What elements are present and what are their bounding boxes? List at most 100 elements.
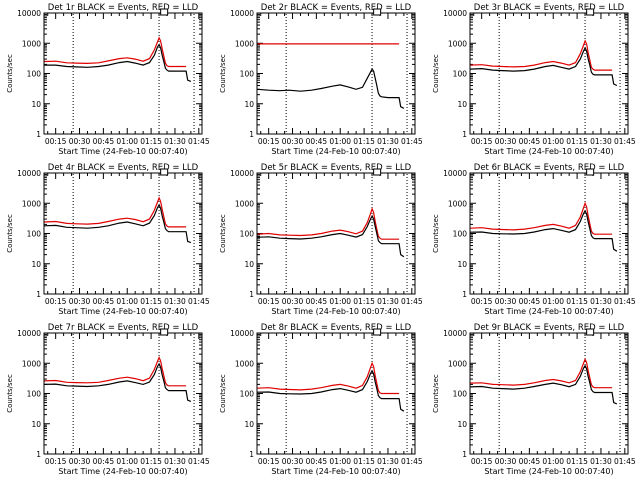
panel-5: Det 5r BLACK = Events, RED = LLD Counts/s…	[219, 163, 423, 316]
events-series-line	[44, 362, 192, 402]
y-tick-label: 10000	[230, 169, 254, 178]
x-tick-label: 00:45	[519, 297, 541, 306]
plot-frame	[469, 12, 629, 135]
y-axis-label: Counts/sec	[219, 54, 227, 93]
panel-2: Det 2r BLACK = Events, RED = LLD Counts/s…	[219, 3, 423, 156]
panel-3: Det 3r BLACK = Events, RED = LLD Counts/s…	[432, 3, 636, 156]
lld-series-line	[470, 201, 613, 235]
events-series-line	[44, 203, 192, 244]
y-tick-label: 10	[244, 100, 254, 109]
y-tick-label: 1000	[22, 199, 41, 208]
panel-title: Det 1r BLACK = Events, RED = LLD	[48, 3, 199, 13]
lld-series-line	[44, 355, 187, 387]
x-tick-label: 00:30	[69, 137, 91, 146]
x-tick-label: 00:30	[495, 297, 517, 306]
x-tick-label: 01:30	[377, 137, 399, 146]
panel-title: Det 7r BLACK = Events, RED = LLD	[48, 323, 199, 333]
marker-box	[586, 8, 595, 16]
marker-box	[586, 168, 595, 176]
x-tick-label: 00:30	[282, 137, 304, 146]
x-tick-label: 01:00	[116, 297, 138, 306]
y-tick-label: 1000	[22, 359, 41, 368]
y-tick-label: 1	[249, 290, 254, 299]
x-tick-label: 01:15	[353, 457, 375, 466]
y-tick-label: 100	[453, 230, 468, 239]
y-tick-label: 10000	[230, 9, 254, 18]
marker-box	[373, 8, 382, 16]
y-tick-label: 1000	[448, 359, 467, 368]
x-tick-label: 00:30	[282, 457, 304, 466]
y-tick-label: 100	[27, 230, 42, 239]
x-tick-label: 00:15	[45, 297, 67, 306]
y-tick-label: 1	[36, 450, 41, 459]
x-tick-label: 01:00	[329, 297, 351, 306]
x-tick-label: 00:15	[258, 457, 280, 466]
y-tick-label: 1	[462, 450, 467, 459]
x-tick-label: 00:30	[69, 457, 91, 466]
y-axis-label: Counts/sec	[432, 374, 440, 413]
plot-frame	[43, 172, 203, 295]
x-tick-label: 00:15	[258, 137, 280, 146]
panel-8: Det 8r BLACK = Events, RED = LLD Counts/s…	[219, 323, 423, 476]
x-tick-label: 00:45	[519, 137, 541, 146]
x-tick-label: 01:15	[566, 297, 588, 306]
panel-4: Det 4r BLACK = Events, RED = LLD Counts/s…	[6, 163, 210, 316]
y-tick-label: 1	[462, 290, 467, 299]
y-tick-label: 10	[457, 260, 467, 269]
x-axis-label: Start Time (24-Feb-10 00:07:40)	[271, 307, 400, 316]
y-tick-label: 10000	[230, 329, 254, 338]
x-axis-label: Start Time (24-Feb-10 00:07:40)	[484, 147, 613, 156]
x-tick-label: 01:30	[377, 297, 399, 306]
panel-1: Det 1r BLACK = Events, RED = LLD Counts/s…	[6, 3, 210, 156]
x-tick-label: 01:00	[329, 457, 351, 466]
plot-frame	[43, 12, 203, 135]
x-tick-label: 00:45	[93, 137, 115, 146]
y-tick-label: 10000	[443, 9, 467, 18]
x-tick-label: 00:15	[258, 297, 280, 306]
x-axis-label: Start Time (24-Feb-10 00:07:40)	[271, 147, 400, 156]
y-tick-label: 10000	[443, 329, 467, 338]
y-tick-label: 10	[31, 260, 41, 269]
y-axis-label: Counts/sec	[6, 54, 14, 93]
y-tick-label: 10	[31, 100, 41, 109]
plot-frame	[469, 332, 629, 455]
y-axis-label: Counts/sec	[219, 214, 227, 253]
x-tick-label: 01:45	[614, 297, 636, 306]
x-tick-label: 00:45	[93, 297, 115, 306]
x-tick-label: 01:45	[614, 137, 636, 146]
x-tick-label: 01:15	[353, 137, 375, 146]
x-tick-label: 01:00	[116, 457, 138, 466]
x-tick-label: 01:30	[164, 137, 186, 146]
y-tick-label: 10	[457, 420, 467, 429]
x-tick-label: 01:00	[542, 297, 564, 306]
y-axis-label: Counts/sec	[432, 214, 440, 253]
y-tick-label: 1000	[22, 39, 41, 48]
x-tick-label: 01:30	[590, 297, 612, 306]
lld-series-line	[44, 196, 187, 228]
x-tick-label: 00:30	[495, 137, 517, 146]
y-tick-label: 100	[453, 70, 468, 79]
y-tick-label: 1	[249, 450, 254, 459]
x-tick-label: 01:00	[542, 457, 564, 466]
x-tick-label: 01:30	[590, 457, 612, 466]
marker-box	[586, 328, 595, 336]
panel-title: Det 5r BLACK = Events, RED = LLD	[261, 163, 412, 173]
x-tick-label: 00:45	[306, 457, 328, 466]
y-tick-label: 100	[240, 70, 255, 79]
y-tick-label: 100	[240, 230, 255, 239]
panel-title: Det 4r BLACK = Events, RED = LLD	[48, 163, 199, 173]
lld-series-line	[470, 39, 613, 71]
x-tick-label: 01:00	[542, 137, 564, 146]
x-tick-label: 00:30	[282, 297, 304, 306]
x-tick-label: 01:15	[353, 297, 375, 306]
panel-title: Det 6r BLACK = Events, RED = LLD	[474, 163, 625, 173]
panel-9: Det 9r BLACK = Events, RED = LLD Counts/s…	[432, 323, 636, 476]
panel-title: Det 2r BLACK = Events, RED = LLD	[261, 3, 412, 13]
y-tick-label: 10000	[17, 9, 41, 18]
x-tick-label: 01:45	[401, 297, 423, 306]
x-tick-label: 01:45	[188, 297, 210, 306]
plot-frame	[43, 332, 203, 455]
y-tick-label: 1000	[235, 199, 254, 208]
y-axis-label: Counts/sec	[6, 374, 14, 413]
